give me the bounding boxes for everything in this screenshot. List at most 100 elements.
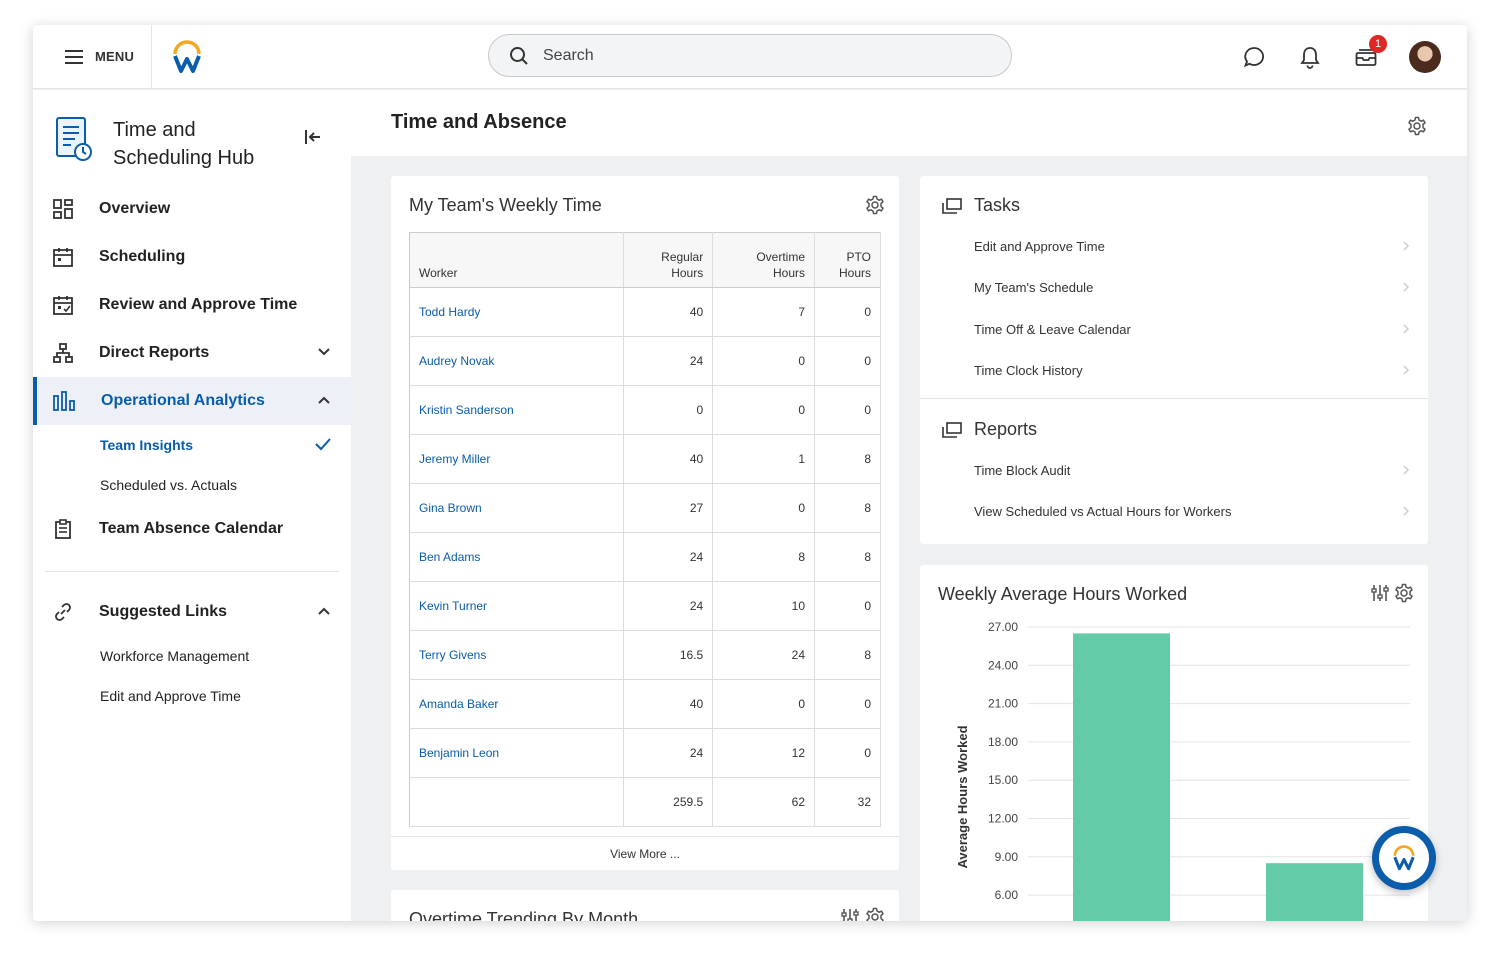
- user-avatar[interactable]: [1409, 41, 1441, 73]
- task-label: My Team's Schedule: [974, 279, 1094, 295]
- worker-link[interactable]: Kevin Turner: [409, 581, 625, 631]
- task-label: Edit and Approve Time: [974, 238, 1105, 254]
- subitem-label: Team Insights: [100, 437, 194, 453]
- notifications-button[interactable]: [1297, 44, 1323, 70]
- sidebar-item-operational-analytics[interactable]: Operational Analytics: [33, 377, 351, 425]
- overtime-hours: 7: [712, 287, 816, 337]
- gear-icon[interactable]: [865, 195, 885, 215]
- task-link[interactable]: Time Clock History: [974, 350, 1410, 390]
- table-row: Amanda Baker 40 0 0: [409, 679, 881, 729]
- column-header[interactable]: Regular Hours: [623, 232, 714, 288]
- sidebar-item-suggested-links[interactable]: Suggested Links: [33, 588, 351, 636]
- y-tick-label: 15.00: [988, 773, 1018, 787]
- table-row: Audrey Novak 24 0 0: [409, 336, 881, 386]
- chart-bar[interactable]: [1073, 633, 1170, 921]
- worker-link[interactable]: Kristin Sanderson: [409, 385, 625, 435]
- worker-link[interactable]: Jeremy Miller: [409, 434, 625, 484]
- inbox-button[interactable]: 1: [1353, 35, 1387, 70]
- regular-hours: 24: [623, 581, 714, 631]
- table-row: Kevin Turner 24 10 0: [409, 581, 881, 631]
- sidebar-item-overview[interactable]: Overview: [33, 185, 351, 233]
- sidebar-item-direct-reports[interactable]: Direct Reports: [33, 329, 351, 377]
- search-icon: [510, 46, 528, 65]
- totals-label-cell: [409, 777, 625, 827]
- task-link[interactable]: Edit and Approve Time: [974, 226, 1410, 266]
- sidebar-subitem-scheduled-vs-actuals[interactable]: Scheduled vs. Actuals: [33, 465, 351, 505]
- table-row: Gina Brown 27 0 8: [409, 483, 881, 533]
- chevron-right-icon: [1403, 282, 1409, 292]
- sidebar-nav: Overview Scheduling Review and Approve T…: [33, 185, 351, 716]
- y-tick-label: 21.00: [988, 697, 1018, 711]
- worker-link[interactable]: Todd Hardy: [409, 287, 625, 337]
- weekly-average-chart-card: Weekly Average Hours Worked Average Hour…: [920, 565, 1428, 921]
- chat-button[interactable]: [1241, 44, 1267, 70]
- search-placeholder: Search: [543, 46, 594, 64]
- report-link[interactable]: Time Block Audit: [974, 450, 1410, 490]
- sidebar-item-scheduling[interactable]: Scheduling: [33, 233, 351, 281]
- gear-icon[interactable]: [1394, 583, 1414, 603]
- hub-header: Time and Scheduling Hub: [55, 116, 283, 172]
- pto-hours: 8: [814, 532, 881, 582]
- main-header: Time and Absence: [351, 90, 1467, 156]
- overview-grid-icon: [53, 199, 73, 219]
- subitem-label: Scheduled vs. Actuals: [100, 477, 237, 493]
- sidebar-item-label: Scheduling: [99, 248, 186, 265]
- gear-icon[interactable]: [865, 907, 885, 921]
- chevron-up-icon[interactable]: [317, 393, 331, 407]
- suggested-link-workforce-management[interactable]: Workforce Management: [33, 636, 351, 676]
- column-header[interactable]: Worker: [409, 232, 625, 288]
- regular-hours: 0: [623, 385, 714, 435]
- sidebar-item-label: Operational Analytics: [101, 392, 265, 409]
- workday-logo-icon: [1393, 845, 1415, 871]
- checkmark-icon: [315, 438, 331, 451]
- overtime-trending-card: Overtime Trending By Month: [391, 890, 899, 921]
- column-header[interactable]: PTO Hours: [814, 232, 881, 288]
- chevron-up-icon[interactable]: [317, 604, 331, 618]
- regular-hours: 24: [623, 728, 714, 778]
- search-bar[interactable]: Search: [488, 34, 1012, 77]
- workday-assistant-button[interactable]: [1372, 826, 1436, 890]
- suggested-link-edit-approve-time[interactable]: Edit and Approve Time: [33, 676, 351, 716]
- regular-hours: 24: [623, 532, 714, 582]
- column-header[interactable]: Overtime Hours: [712, 232, 816, 288]
- chart-bar[interactable]: [1266, 863, 1363, 921]
- filter-sliders-icon[interactable]: [841, 908, 859, 921]
- worker-link[interactable]: Audrey Novak: [409, 336, 625, 386]
- pto-hours: 8: [814, 434, 881, 484]
- sidebar-item-review-approve-time[interactable]: Review and Approve Time: [33, 281, 351, 329]
- worker-link[interactable]: Terry Givens: [409, 630, 625, 680]
- total-regular: 259.5: [623, 777, 714, 827]
- chevron-right-icon: [1403, 465, 1409, 475]
- bell-icon: [1300, 47, 1320, 69]
- worker-link[interactable]: Ben Adams: [409, 532, 625, 582]
- menu-button[interactable]: MENU: [33, 25, 152, 89]
- filter-sliders-icon[interactable]: [1371, 584, 1389, 602]
- report-link[interactable]: View Scheduled vs Actual Hours for Worke…: [974, 491, 1410, 531]
- worker-link[interactable]: Benjamin Leon: [409, 728, 625, 778]
- chevron-down-icon[interactable]: [317, 345, 331, 359]
- collapse-sidebar-icon[interactable]: [304, 129, 322, 145]
- task-link[interactable]: My Team's Schedule: [974, 267, 1410, 307]
- regular-hours: 16.5: [623, 630, 714, 680]
- regular-hours: 24: [623, 336, 714, 386]
- sidebar-subitem-team-insights[interactable]: Team Insights: [33, 425, 351, 465]
- subitem-label: Edit and Approve Time: [100, 688, 241, 704]
- top-icons: 1: [1241, 25, 1441, 89]
- worker-link[interactable]: Amanda Baker: [409, 679, 625, 729]
- worker-link[interactable]: Gina Brown: [409, 483, 625, 533]
- menu-label: MENU: [95, 49, 135, 64]
- sidebar-item-label: Review and Approve Time: [99, 296, 298, 313]
- y-tick-label: 12.00: [988, 812, 1018, 826]
- chart-title: Weekly Average Hours Worked: [938, 584, 1188, 604]
- gear-icon[interactable]: [1407, 116, 1427, 136]
- y-tick-label: 18.00: [988, 735, 1018, 749]
- chat-bubble-icon: [1243, 47, 1265, 68]
- workday-logo[interactable]: [172, 39, 202, 74]
- view-more-link[interactable]: View More ...: [391, 836, 899, 870]
- y-tick-label: 27.00: [988, 620, 1018, 634]
- sidebar: Time and Scheduling Hub Overview Schedul…: [33, 90, 351, 921]
- sidebar-item-team-absence-calendar[interactable]: Team Absence Calendar: [33, 505, 351, 553]
- task-link[interactable]: Time Off & Leave Calendar: [974, 309, 1410, 349]
- overtime-hours: 1: [712, 434, 816, 484]
- inbox-badge: 1: [1369, 35, 1387, 53]
